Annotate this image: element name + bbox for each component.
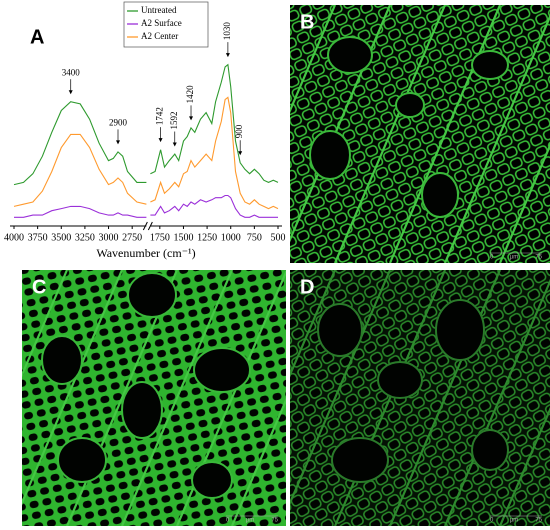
arrow-head [172,142,177,147]
ftir-chart: 4000 3750 3500 3250 3000 2750 1750 1500 1250 1000… [4,1,286,260]
x-tick-label: 3750 [28,232,48,243]
ray [22,270,124,506]
ray [333,270,447,526]
x-tick-label: 1250 [197,232,217,243]
micrograph: B 0 µm 75 [288,3,550,265]
x-tick-label: 1750 [150,232,170,243]
legend-label: Untreated [141,5,177,15]
x-tick-label: 3500 [51,232,71,243]
x-tick-label: 2750 [122,232,142,243]
x-tick-label: 1500 [173,232,193,243]
arrow-head [158,138,163,143]
ray [290,270,337,378]
annotation-label: 1742 [155,107,165,125]
x-tick-label: 1000 [221,232,241,243]
ray [443,13,550,263]
frame-mask [288,268,550,528]
scale-end: 75 [535,255,542,261]
arrow-head [189,116,194,121]
annotation-label: 2900 [109,117,128,127]
panel-label: B [300,11,314,33]
micrographs: B 0 µm 75 C 0 µm 75 D 0 µm 75 [0,3,550,528]
arrow-head [68,90,73,95]
panel-label: A [30,26,44,48]
ray [22,270,69,378]
frame-mask [20,268,288,528]
ray [388,5,502,263]
annotation-label: 3400 [62,67,81,77]
scale-start: 0 [226,518,230,524]
vessel [317,303,363,357]
x-tick-label: 3250 [75,232,95,243]
arrow-head [238,151,243,156]
ray [498,406,550,526]
annotation-label: 1592 [169,112,179,130]
annotation-label: 900 [234,124,244,138]
spectrum-line [14,194,278,218]
x-tick-label: 4000 [4,232,24,243]
ray [498,142,550,263]
ray [443,278,550,526]
vessel [309,130,351,180]
legend-label: A2 Surface [141,18,182,28]
scale-start: 0 [490,255,494,261]
ray [120,270,234,526]
ray [0,270,12,526]
scale-unit: µm [510,255,518,261]
x-tick-label: 3000 [99,232,119,243]
scale-unit: µm [246,518,254,524]
arrow-head [225,53,230,58]
ray [290,270,392,506]
vessel [121,381,163,439]
vessel [377,361,423,399]
x-tick-label: 750 [247,232,262,243]
x-axis-label: Wavenumber (cm⁻¹) [96,246,195,260]
vessel [57,437,107,483]
vessel [471,50,509,80]
ray [230,397,286,526]
spectrum-line [13,96,279,210]
scale-end: 75 [535,518,542,524]
vessel [327,36,373,74]
panel-label: C [32,276,46,298]
micrograph: D 0 µm 75 [288,268,550,528]
ray [388,270,502,526]
scale-unit: µm [510,518,518,524]
vessel [41,335,83,385]
vessel [471,429,509,471]
vessel [331,437,389,483]
vessel [127,272,177,318]
frame-mask [288,3,550,265]
vessel [435,299,485,361]
axis-break [142,221,153,231]
ray [290,5,337,114]
annotation-label: 1420 [185,85,195,104]
vessel [395,92,425,118]
vessel [191,461,233,499]
arrow-head [116,140,120,145]
panel-label: D [300,276,314,298]
spectrum-line [13,63,279,186]
scale-start: 0 [490,518,494,524]
ray [333,5,447,263]
vessel [193,347,251,393]
annotation-label: 1030 [222,22,232,41]
x-tick-label: 500 [271,232,286,243]
vessel [421,172,459,218]
legend-label: A2 Center [141,31,178,41]
micrograph: C 0 µm 75 [0,268,288,528]
scale-end: 75 [271,518,278,524]
